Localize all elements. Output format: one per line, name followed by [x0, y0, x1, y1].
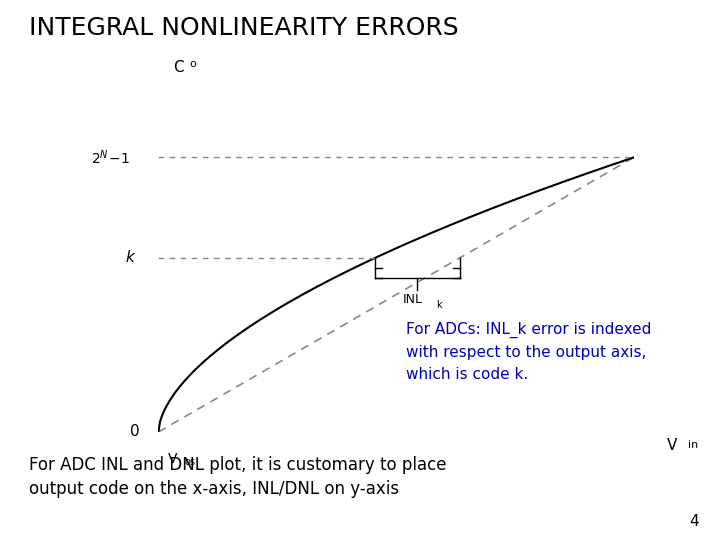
Text: V: V [667, 438, 678, 453]
Text: k: k [436, 300, 442, 310]
Text: INL: INL [402, 293, 423, 306]
Text: V: V [168, 452, 177, 466]
Text: INTEGRAL NONLINEARITY ERRORS: INTEGRAL NONLINEARITY ERRORS [29, 16, 459, 40]
Text: o: o [189, 59, 196, 69]
Text: in: in [688, 441, 698, 450]
Text: $2^{N}\!-\!1$: $2^{N}\!-\!1$ [91, 148, 130, 167]
Text: 0: 0 [130, 424, 140, 440]
Text: os: os [184, 457, 196, 467]
Text: 4: 4 [689, 514, 698, 529]
Text: For ADCs: INL_k error is indexed
with respect to the output axis,
which is code : For ADCs: INL_k error is indexed with re… [405, 321, 651, 382]
Text: C: C [173, 59, 184, 75]
Text: For ADC INL and DNL plot, it is customary to place
output code on the x-axis, IN: For ADC INL and DNL plot, it is customar… [29, 456, 446, 498]
Text: k: k [126, 251, 135, 265]
